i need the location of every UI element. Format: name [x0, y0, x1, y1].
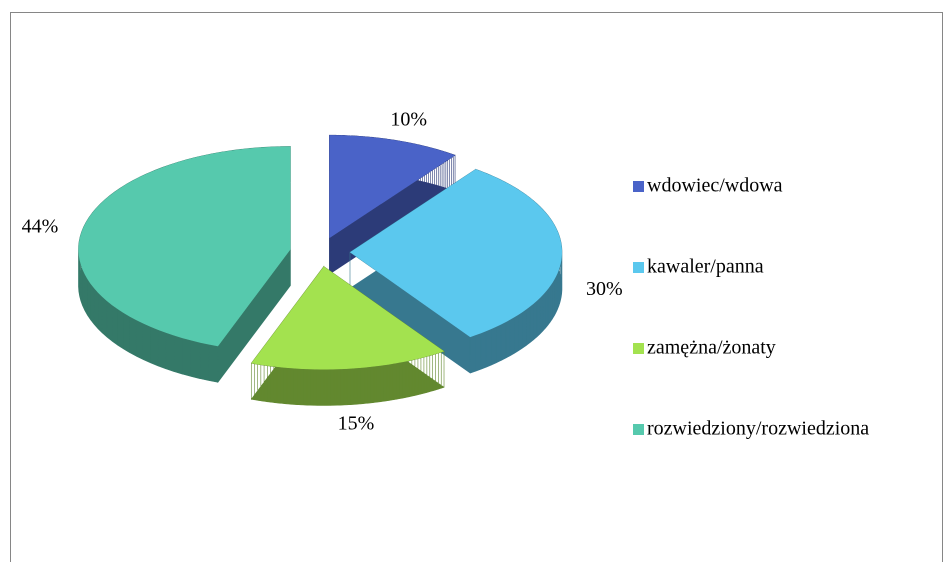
- legend-swatch: [633, 181, 644, 192]
- slice-top: [251, 266, 445, 370]
- slice-top: [329, 135, 456, 239]
- data-label: 15%: [338, 413, 375, 435]
- pie-slice: [250, 265, 445, 406]
- pie-slice: [329, 134, 456, 275]
- slice-top: [349, 169, 562, 338]
- legend-label: rozwiedziony/rozwiedziona: [647, 418, 869, 440]
- data-label: 10%: [390, 108, 427, 130]
- legend-swatch: [633, 262, 644, 273]
- legend-label: zamężna/żonaty: [647, 337, 776, 359]
- data-label: 44%: [22, 216, 59, 238]
- data-label: 30%: [586, 278, 623, 300]
- pie-slice: [78, 146, 291, 384]
- slice-top: [78, 146, 291, 347]
- legend-label: wdowiec/wdowa: [647, 175, 783, 197]
- legend-swatch: [633, 343, 644, 354]
- legend-swatch: [633, 424, 644, 435]
- legend-label: kawaler/panna: [647, 256, 764, 278]
